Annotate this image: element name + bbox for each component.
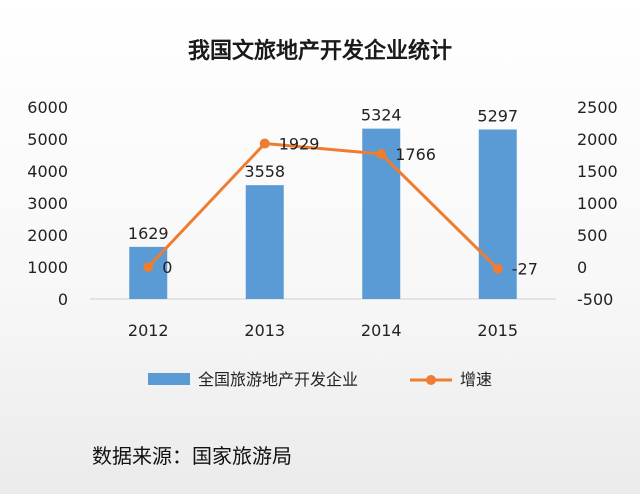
growth-line xyxy=(147,142,499,270)
y-right-tick-label: 500 xyxy=(577,226,608,245)
legend-swatch-bars xyxy=(148,373,190,385)
axes: 0 1000 2000 3000 4000 5000 6000 -500 0 500 1000 150… xyxy=(27,98,617,340)
legend: 全国旅游地产开发企业 增速 xyxy=(148,370,492,389)
line-value-label: -27 xyxy=(512,260,538,279)
y-right-tick-label: -500 xyxy=(577,290,613,309)
y-left-tick-label: 5000 xyxy=(27,130,68,149)
legend-label-bars: 全国旅游地产开发企业 xyxy=(198,370,358,389)
source-note: 数据来源：国家旅游局 xyxy=(92,444,292,468)
y-right-tick-label: 1500 xyxy=(577,162,618,181)
y-right-tick-label: 0 xyxy=(577,258,587,277)
y-left-tick-label: 1000 xyxy=(27,258,68,277)
chart-title: 我国文旅地产开发企业统计 xyxy=(188,38,452,64)
line-point xyxy=(492,263,503,274)
y-right-tick-label: 1000 xyxy=(577,194,618,213)
x-tick-label: 2015 xyxy=(477,321,518,340)
line-series xyxy=(143,138,503,274)
bar-series xyxy=(129,128,517,299)
y-left-tick-label: 6000 xyxy=(27,98,68,117)
line-point xyxy=(376,148,387,159)
data-labels: 1629 3558 5324 5297 0 1929 1766 -27 xyxy=(128,106,538,279)
line-value-label: 1929 xyxy=(279,135,320,154)
x-tick-label: 2014 xyxy=(361,321,402,340)
y-left-tick-label: 3000 xyxy=(27,194,68,213)
x-tick-label: 2013 xyxy=(244,321,285,340)
y-right-tick-label: 2000 xyxy=(577,130,618,149)
x-tick-label: 2012 xyxy=(128,321,169,340)
y-left-tick-label: 2000 xyxy=(27,226,68,245)
bar-value-label: 1629 xyxy=(128,224,169,243)
bar-value-label: 5324 xyxy=(361,106,402,125)
line-point xyxy=(259,138,270,149)
bar-value-label: 3558 xyxy=(244,162,285,181)
line-value-label: 0 xyxy=(162,258,172,277)
y-left-tick-label: 4000 xyxy=(27,162,68,181)
bar-value-label: 5297 xyxy=(477,106,518,125)
legend-marker-line xyxy=(426,375,436,385)
line-point xyxy=(143,262,154,272)
bar xyxy=(245,185,284,299)
y-right-tick-label: 2500 xyxy=(577,98,618,117)
line-value-label: 1766 xyxy=(395,145,436,164)
y-left-tick-label: 0 xyxy=(58,290,68,309)
legend-label-line: 增速 xyxy=(460,370,492,389)
